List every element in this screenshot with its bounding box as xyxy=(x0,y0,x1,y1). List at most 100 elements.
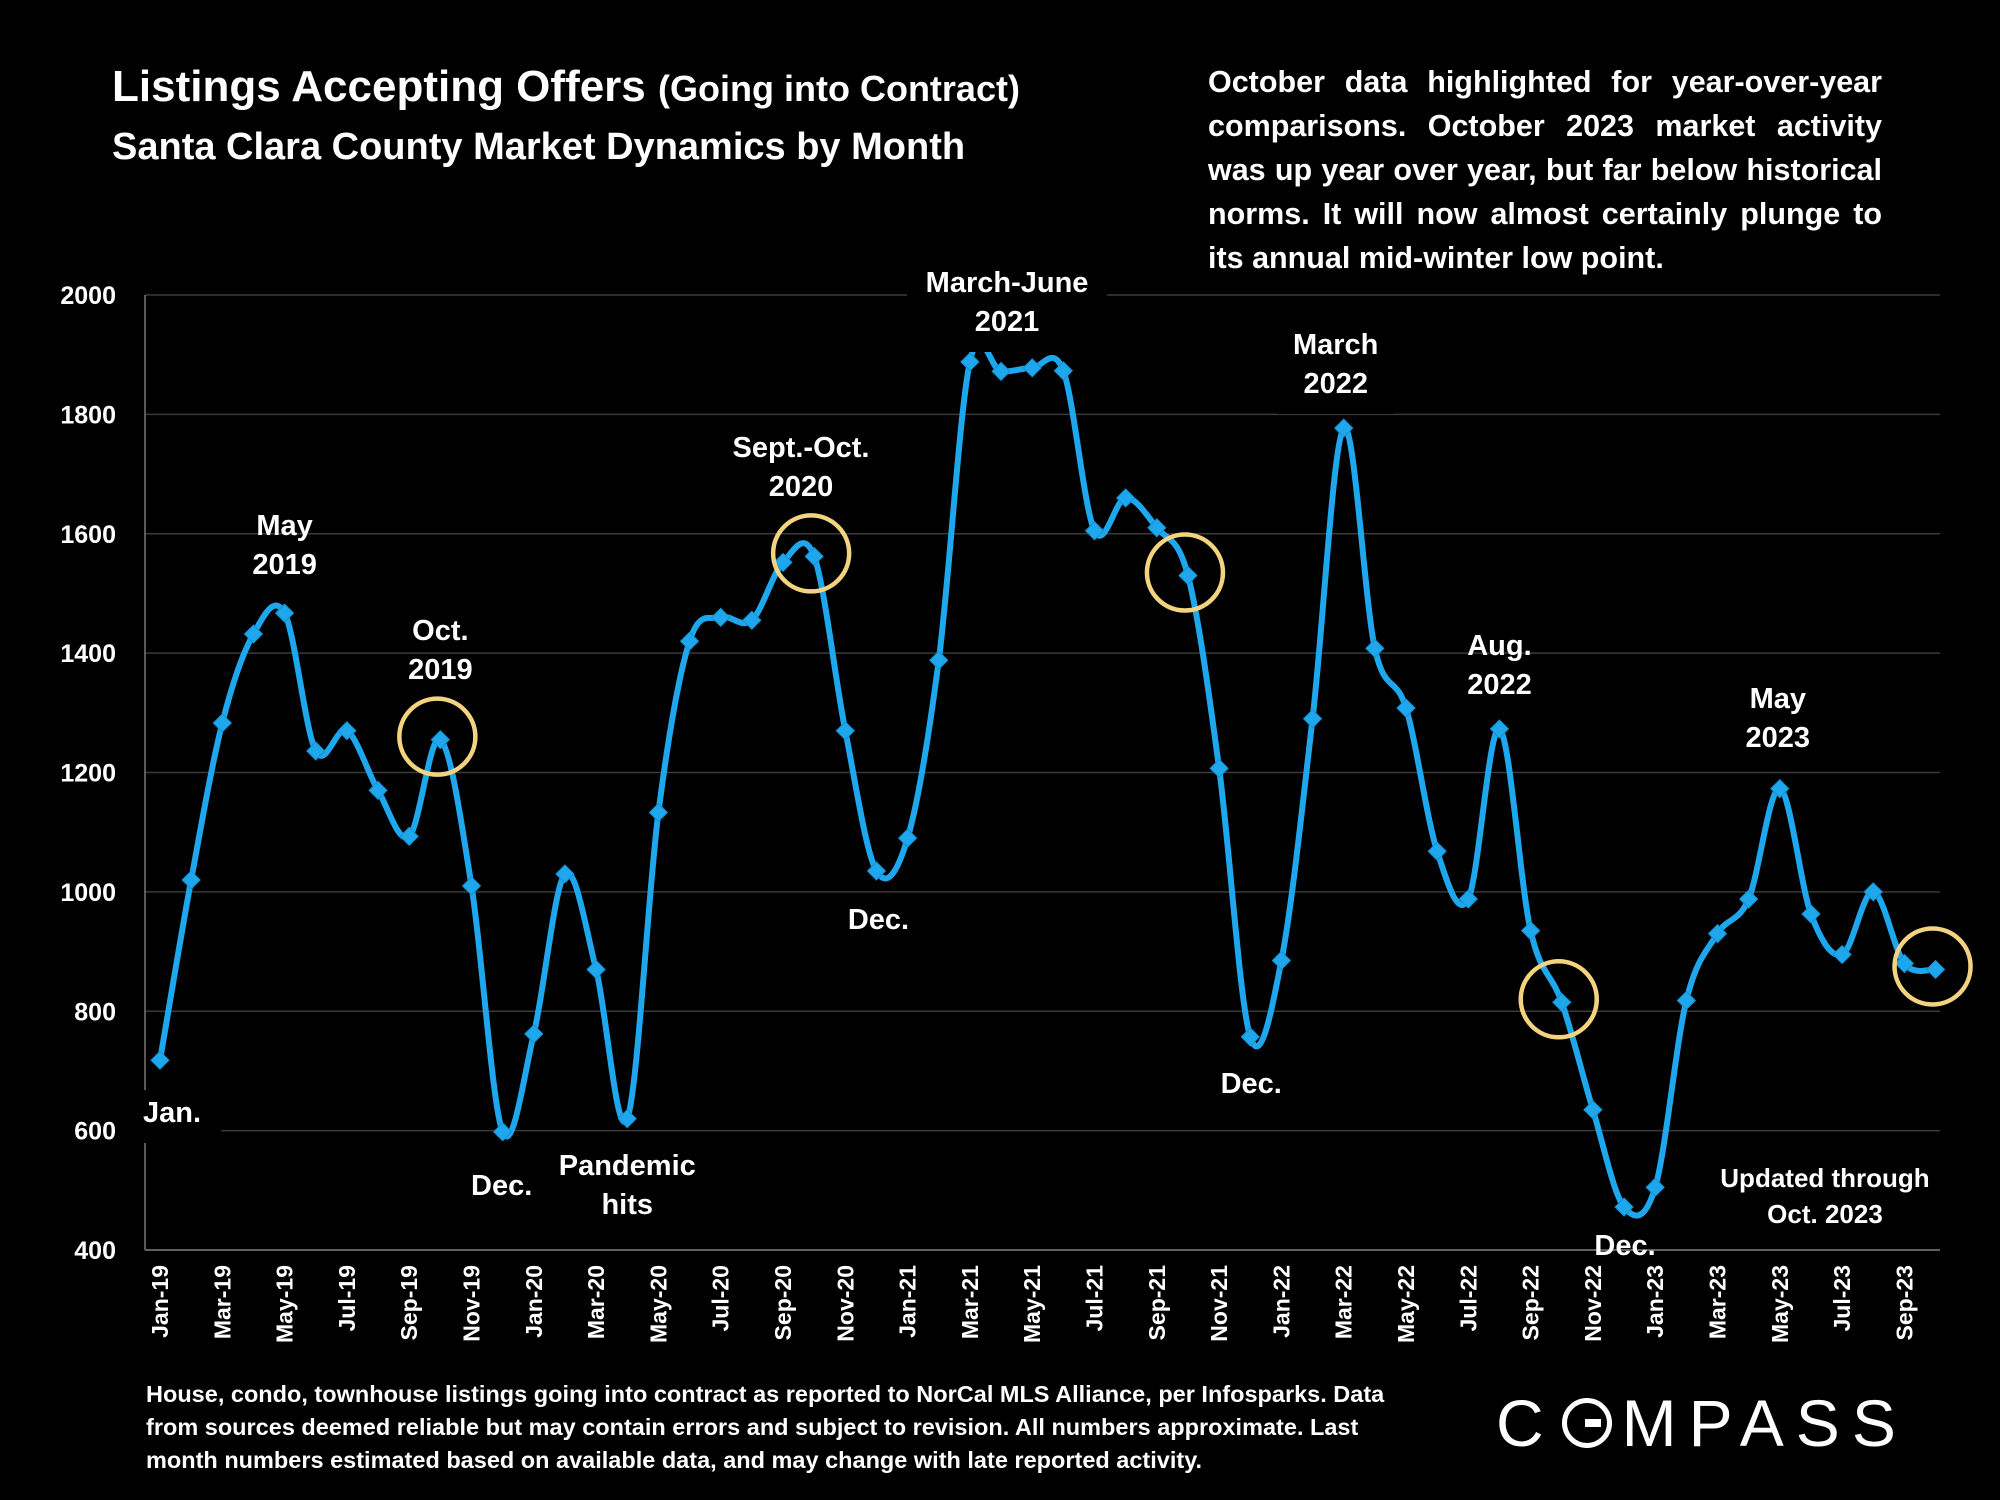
annotation-label: hits xyxy=(601,1189,653,1221)
data-point-Aug-21 xyxy=(1115,488,1136,508)
y-tick-label: 2000 xyxy=(60,282,116,310)
data-point-Sep-19 xyxy=(399,826,419,847)
highlight-circle-Oct-19 xyxy=(397,696,478,777)
data-point-Sep-23 xyxy=(1894,953,1915,974)
x-tick-label: Mar-19 xyxy=(209,1265,235,1339)
data-point-Aug-22 xyxy=(1489,719,1510,739)
x-tick-label: Sep-22 xyxy=(1518,1265,1544,1340)
series-points xyxy=(150,352,1946,1217)
annotations: Jan. May 2019 Oct. 2019 Dec. Pandemic hits Sept.… xyxy=(123,260,1810,1262)
data-point-Dec-19 xyxy=(492,1122,513,1142)
annotation-Dec-21: Dec. xyxy=(1221,1068,1282,1100)
x-tick-label: Jul-22 xyxy=(1455,1265,1481,1331)
data-point-Nov-22 xyxy=(1583,1100,1603,1120)
x-tick-label: Sep-20 xyxy=(770,1265,796,1340)
logo-o-icon xyxy=(1561,1398,1612,1448)
data-point-Dec-21 xyxy=(1240,1027,1260,1047)
data-point-Mar-22 xyxy=(1333,418,1354,438)
annotation-label: Sept.-Oct. xyxy=(733,432,870,464)
data-point-Feb-23 xyxy=(1676,990,1697,1011)
annotation-label: 2023 xyxy=(1746,722,1811,754)
commentary-note: October data highlighted for year-over-y… xyxy=(1208,65,1882,275)
data-point-Jul-21 xyxy=(1084,521,1105,541)
x-tick-label: Nov-20 xyxy=(832,1265,858,1342)
x-tick-label: Sep-21 xyxy=(1144,1265,1170,1341)
data-point-Mar-20 xyxy=(586,959,606,980)
data-point-Jun-23 xyxy=(1801,904,1821,924)
data-point-May-19 xyxy=(274,603,295,623)
updated-line-1: Updated through xyxy=(1720,1163,1930,1193)
x-tick-label: Jul-23 xyxy=(1829,1265,1855,1331)
annotation-Oct-19: Oct. 2019 xyxy=(408,615,473,686)
annotation-label: Dec. xyxy=(848,904,909,936)
y-tick-label: 1600 xyxy=(60,521,116,549)
annotation-label: May xyxy=(256,510,312,542)
annotation-label: Jan. xyxy=(143,1097,201,1129)
data-point-Nov-19 xyxy=(461,876,482,896)
annotation-backdrop xyxy=(1278,322,1394,414)
updated-line-2: Oct. 2023 xyxy=(1767,1199,1883,1229)
x-tick-label: Jan-23 xyxy=(1642,1265,1668,1338)
y-tick-label: 800 xyxy=(74,998,116,1026)
data-point-Oct-22 xyxy=(1552,992,1572,1013)
data-point-Jan-22 xyxy=(1271,950,1292,971)
x-tick-label: Jan-22 xyxy=(1268,1265,1294,1338)
annotation-May-19: May 2019 xyxy=(252,510,317,581)
data-point-Apr-19 xyxy=(243,624,264,644)
y-tick-label: 1000 xyxy=(60,879,116,907)
annotation-Aug-22: Aug. 2022 xyxy=(1467,630,1532,701)
x-tick-label: May-21 xyxy=(1019,1265,1045,1343)
data-point-Mar-21 xyxy=(960,352,980,372)
series-line xyxy=(157,339,1937,1219)
x-tick-label: May-23 xyxy=(1767,1265,1793,1343)
x-tick-label: Mar-21 xyxy=(957,1265,983,1339)
data-point-Jan-21 xyxy=(897,828,918,848)
series-path xyxy=(157,339,1937,1219)
annotation-label: Dec. xyxy=(1594,1230,1655,1262)
y-tick-label: 400 xyxy=(74,1237,116,1265)
data-point-Jul-23 xyxy=(1832,944,1852,965)
x-tick-label: Mar-23 xyxy=(1705,1265,1731,1339)
highlight-circle-Oct-22 xyxy=(1518,959,1599,1040)
y-tick-label: 1400 xyxy=(60,640,116,668)
data-point-Feb-22 xyxy=(1302,709,1323,729)
x-tick-label: May-20 xyxy=(645,1265,671,1343)
chart-title-main: Listings Accepting Offers xyxy=(112,62,646,111)
y-tick-label: 600 xyxy=(74,1118,116,1146)
data-point-Oct-23 xyxy=(1925,959,1946,980)
data-point-Sep-20 xyxy=(773,552,793,573)
data-point-Nov-20 xyxy=(835,721,856,741)
annotation-Dec-22: Dec. xyxy=(1594,1230,1655,1262)
annotation-label: March-June xyxy=(926,267,1089,299)
data-point-Jun-21 xyxy=(1053,361,1074,381)
data-point-Jan-20 xyxy=(524,1024,544,1044)
data-point-Aug-20 xyxy=(742,610,762,631)
y-tick-label: 1800 xyxy=(60,401,116,429)
highlight-circle-Oct-20 xyxy=(770,513,852,594)
data-point-Mar-23 xyxy=(1707,923,1728,944)
annotation-label: Oct. xyxy=(412,615,468,647)
annotation-Dec-20: Dec. xyxy=(848,904,909,936)
data-point-Jun-22 xyxy=(1427,841,1447,861)
x-axis: Jan-19 Mar-19 May-19 Jul-19 Sep-19 Nov-19 Jan-… xyxy=(145,1249,1940,1343)
data-point-Feb-19 xyxy=(181,870,201,890)
data-point-May-21 xyxy=(1022,358,1042,378)
data-point-Apr-22 xyxy=(1365,638,1385,659)
annotation-label: 2019 xyxy=(408,654,473,686)
data-point-Feb-21 xyxy=(929,650,949,670)
annotation-backdrop xyxy=(123,1090,221,1143)
x-tick-label: May-19 xyxy=(272,1265,298,1343)
x-tick-label: Mar-20 xyxy=(583,1265,609,1339)
chart-subtitle: Santa Clara County Market Dynamics by Mo… xyxy=(112,126,966,168)
logo-letters: MPASS xyxy=(1621,1386,1908,1460)
annotation-May-23: May 2023 xyxy=(1746,683,1811,754)
annotation-Sep-20: Sept.-Oct. 2020 xyxy=(733,432,870,503)
x-tick-label: Sep-19 xyxy=(396,1265,422,1340)
x-tick-label: Jul-19 xyxy=(334,1265,360,1331)
data-point-Jul-20 xyxy=(710,607,731,628)
x-tick-label: Nov-22 xyxy=(1580,1265,1606,1342)
highlight-circles xyxy=(397,513,1973,1040)
annotation-Apr-20: Pandemic hits xyxy=(559,1150,696,1221)
chart-title: Listings Accepting Offers (Going into Co… xyxy=(112,62,1020,112)
annotation-Jan-19: Jan. xyxy=(123,1090,221,1143)
